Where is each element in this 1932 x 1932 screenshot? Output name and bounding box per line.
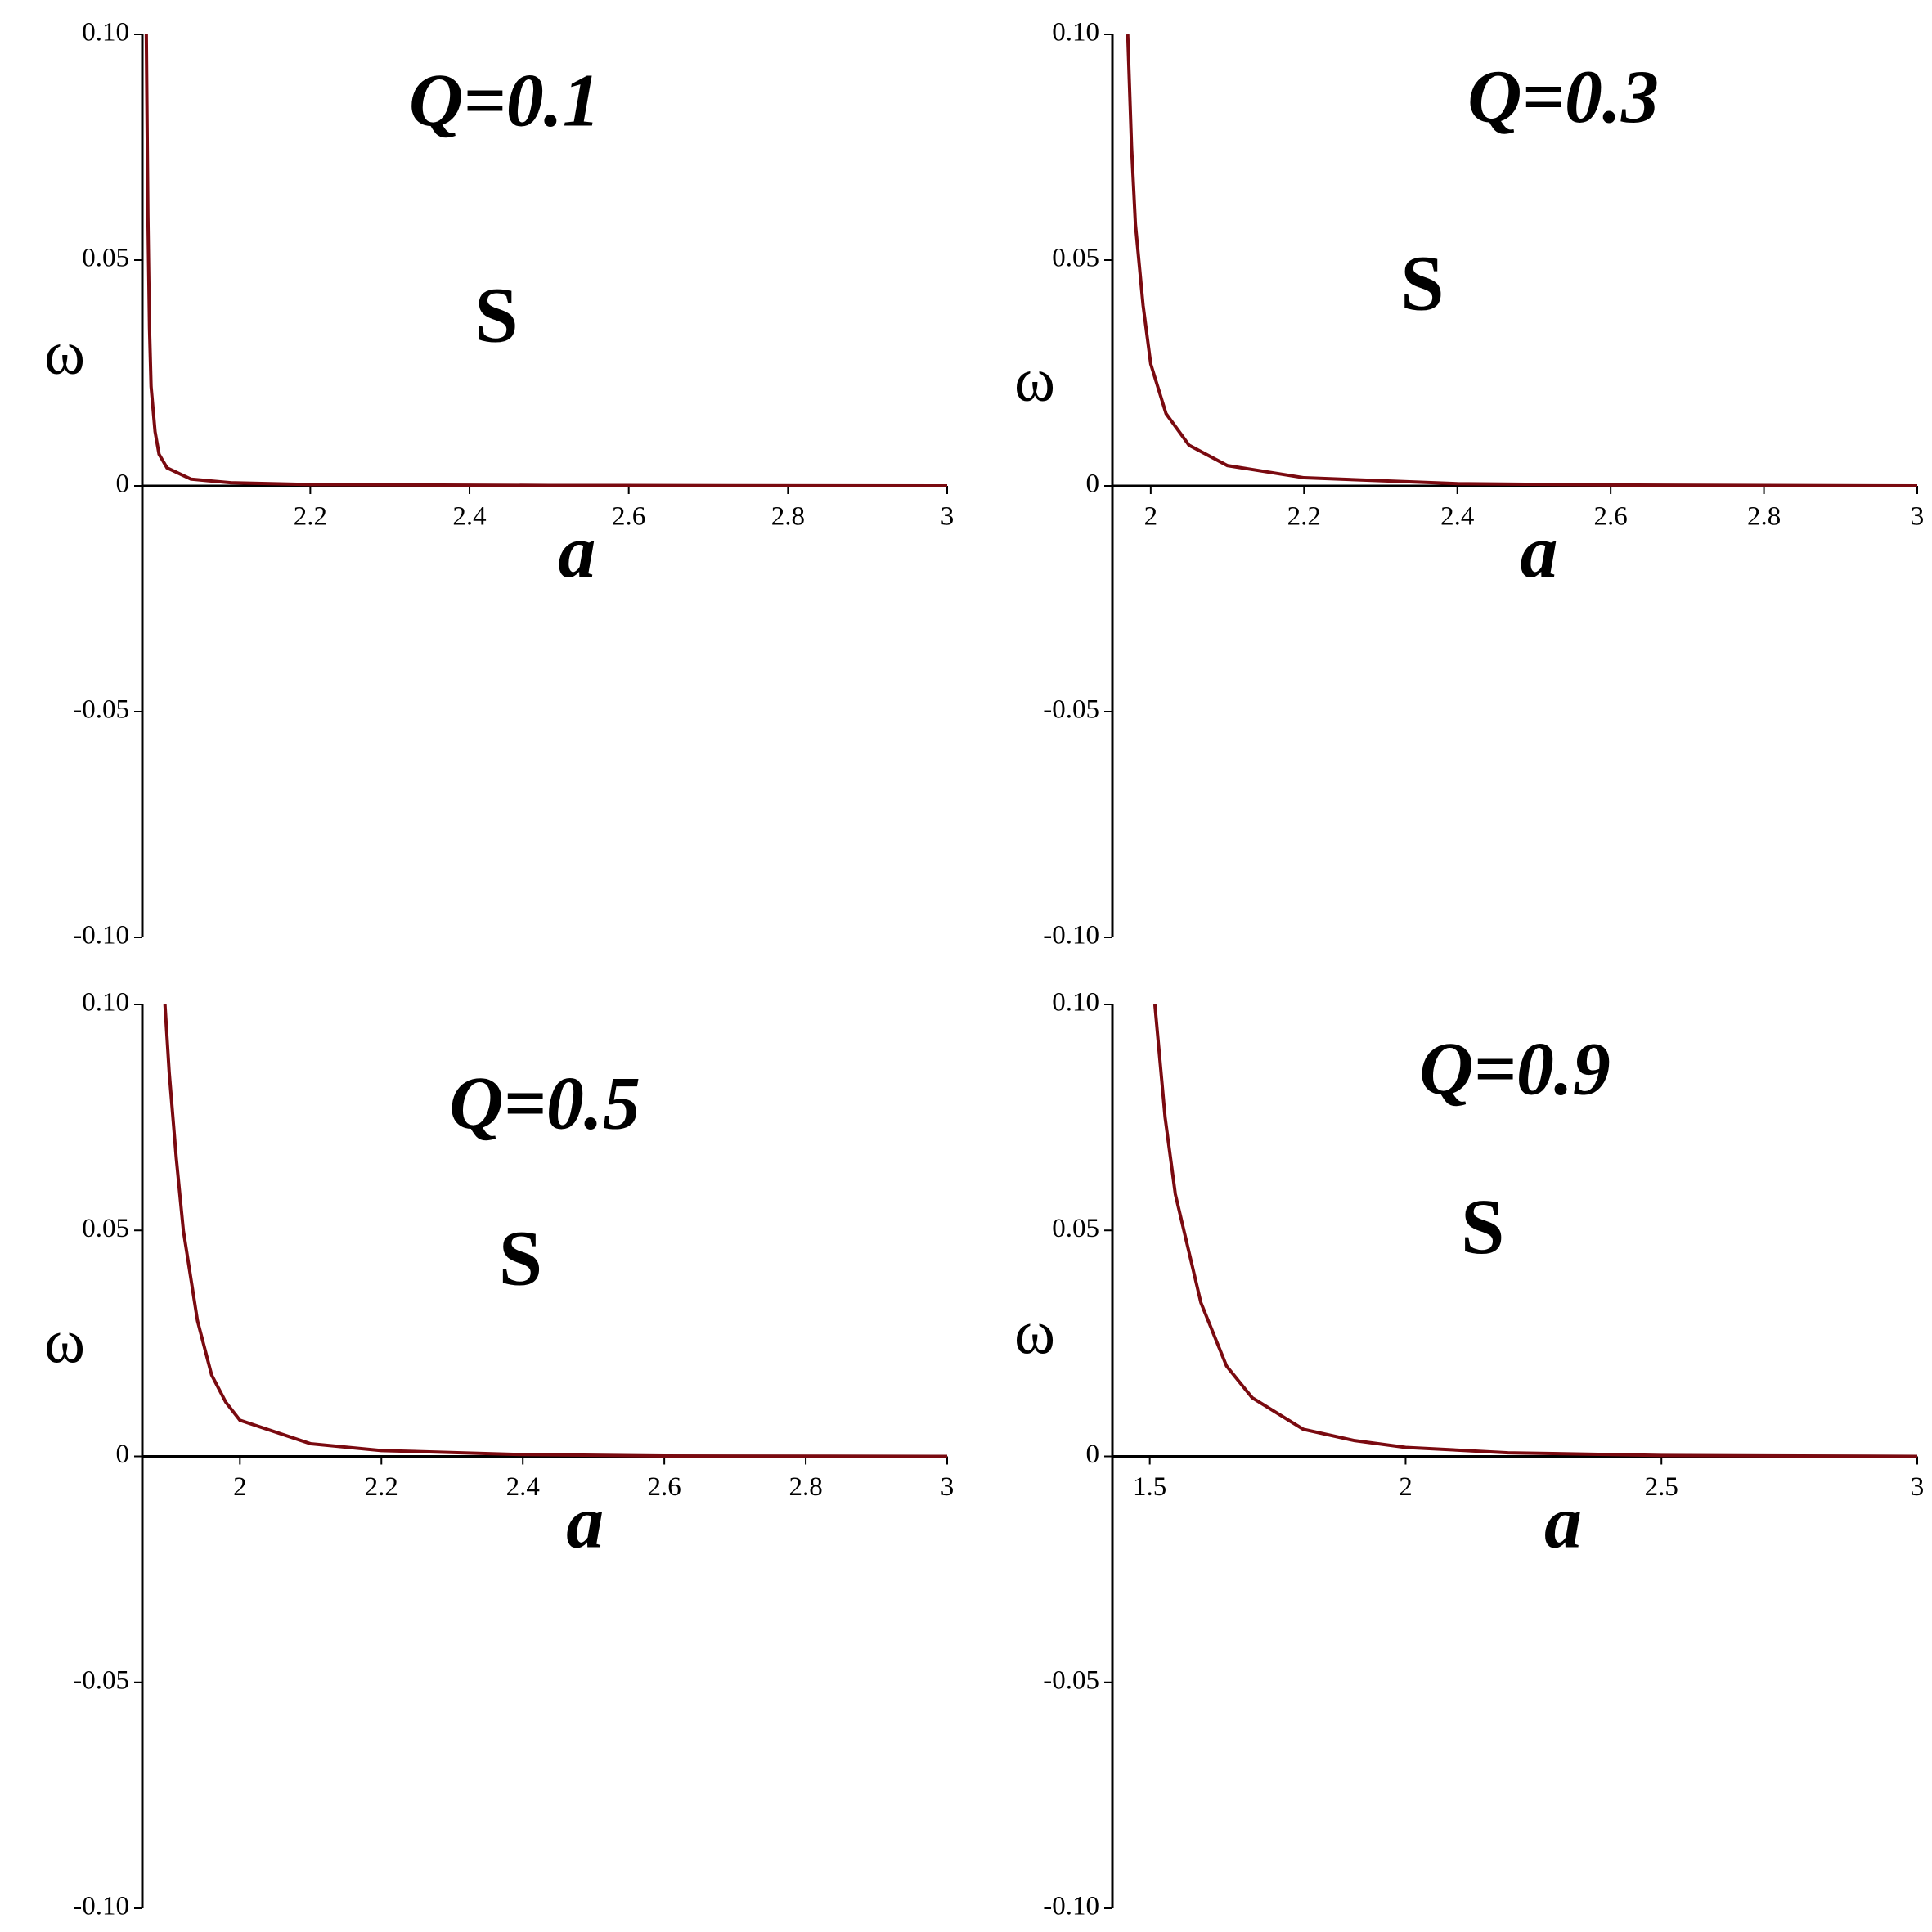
x-tick-label: 2.4 <box>1440 502 1474 532</box>
y-tick-label: 0.05 <box>1052 1214 1099 1243</box>
data-line <box>1126 34 1918 487</box>
y-tick-label: -0.05 <box>1043 695 1099 725</box>
chart-title: Q=0.9 <box>1419 1027 1611 1111</box>
annotation: S <box>474 271 518 358</box>
x-tick-label: 2.5 <box>1645 1472 1678 1502</box>
x-tick-label: 2.8 <box>1747 502 1781 532</box>
chart-title: Q=0.3 <box>1467 55 1659 138</box>
x-tick-label: 2.2 <box>294 502 327 532</box>
y-tick-label: 0 <box>1086 470 1100 499</box>
x-tick-label: 2 <box>233 1472 247 1502</box>
x-tick-label: 2.6 <box>1594 502 1628 532</box>
y-tick-label: 0 <box>1086 1440 1100 1469</box>
x-axis-label: a <box>566 1480 604 1564</box>
annotation: S <box>1400 240 1444 327</box>
x-tick-label: 3 <box>1911 502 1925 532</box>
x-tick-label: 3 <box>941 502 955 532</box>
x-tick-label: 2.6 <box>648 1472 681 1502</box>
chart-title: Q=0.5 <box>449 1061 640 1144</box>
y-axis-label: ω <box>1014 1298 1055 1367</box>
x-tick-label: 1.5 <box>1133 1472 1166 1502</box>
data-line <box>163 1004 948 1458</box>
y-axis-label: ω <box>1014 346 1055 415</box>
y-tick-label: 0.10 <box>82 988 129 1018</box>
y-tick-label: 0.10 <box>82 18 129 47</box>
panel: -0.10 -0.05 0 0.05 0.10 1.5 2 2.5 3 Q=0.9 Sω a <box>1014 988 1924 1921</box>
data-line <box>1152 1004 1918 1458</box>
x-axis-label: a <box>558 510 595 593</box>
data-line <box>144 34 948 487</box>
x-tick-label: 2 <box>1144 502 1158 532</box>
x-tick-label: 2.8 <box>771 502 805 532</box>
annotation: S <box>1461 1183 1504 1270</box>
annotation: S <box>499 1214 542 1301</box>
y-tick-label: -0.05 <box>73 1665 129 1695</box>
x-tick-label: 3 <box>1911 1472 1925 1502</box>
y-tick-label: 0.05 <box>1052 244 1099 273</box>
y-tick-label: -0.10 <box>73 1892 129 1921</box>
x-axis-label: a <box>1544 1480 1582 1564</box>
y-tick-label: -0.10 <box>73 921 129 950</box>
x-tick-label: 2.4 <box>506 1472 540 1502</box>
chart-title: Q=0.1 <box>409 59 600 142</box>
y-tick-label: 0.10 <box>1052 988 1099 1018</box>
x-tick-label: 3 <box>941 1472 955 1502</box>
y-axis-label: ω <box>44 319 85 388</box>
x-tick-label: 2 <box>1399 1472 1413 1502</box>
y-tick-label: 0 <box>116 470 130 499</box>
y-tick-label: -0.05 <box>1043 1665 1099 1695</box>
y-tick-label: -0.10 <box>1043 921 1099 950</box>
y-tick-label: -0.05 <box>73 695 129 725</box>
panel: -0.10 -0.05 0 0.05 0.10 2.2 2.4 2.6 2.8 3 Q=0.1 Sω a <box>44 18 954 950</box>
y-tick-label: 0.05 <box>82 244 129 273</box>
y-tick-label: 0.05 <box>82 1214 129 1243</box>
x-tick-label: 2.4 <box>452 502 486 532</box>
x-tick-label: 2.2 <box>365 1472 398 1502</box>
y-tick-label: 0 <box>116 1440 130 1469</box>
panel: -0.10 -0.05 0 0.05 0.10 2 2.2 2.4 2.6 2.8 3 Q=0.3 Sω… <box>1014 18 1924 950</box>
x-tick-label: 2.2 <box>1287 502 1321 532</box>
y-axis-label: ω <box>44 1307 85 1376</box>
x-tick-label: 2.6 <box>612 502 645 532</box>
x-tick-label: 2.8 <box>789 1472 822 1502</box>
x-axis-label: a <box>1521 510 1558 593</box>
panel: -0.10 -0.05 0 0.05 0.10 2 2.2 2.4 2.6 2.8 3 Q=0.5 Sω… <box>44 988 954 1921</box>
y-tick-label: -0.10 <box>1043 1892 1099 1921</box>
y-tick-label: 0.10 <box>1052 18 1099 47</box>
